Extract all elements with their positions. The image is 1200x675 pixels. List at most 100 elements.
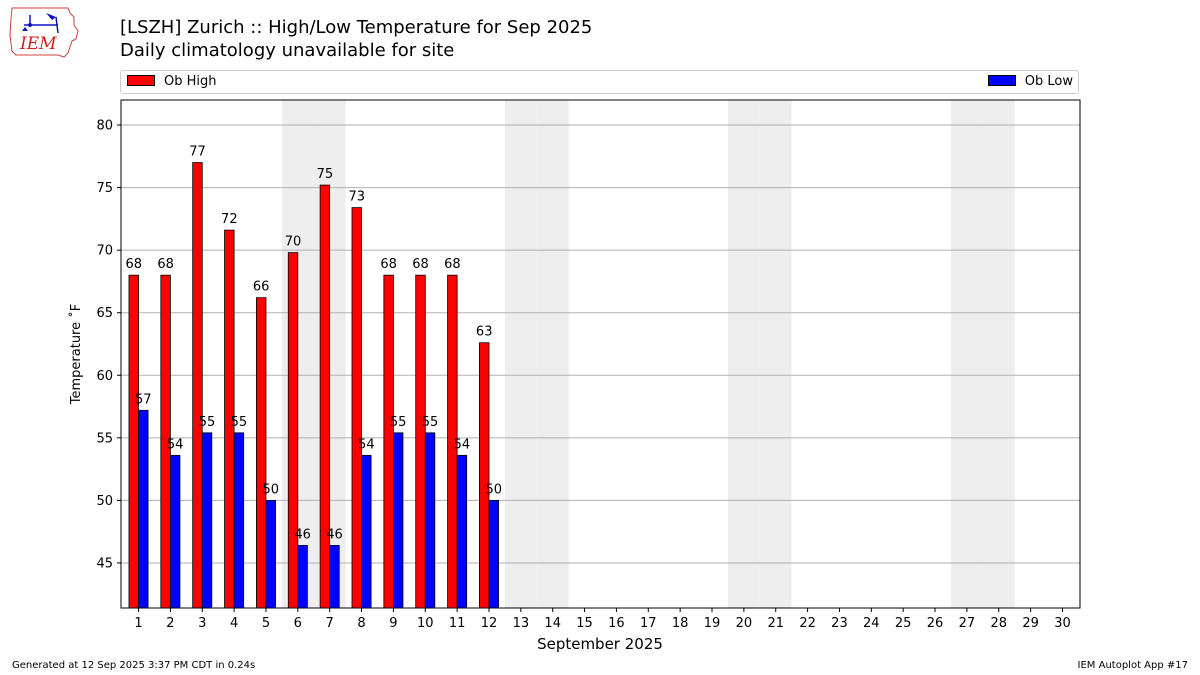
iem-logo: IEM: [8, 5, 80, 59]
x-tick-label-24: 24: [863, 616, 880, 631]
bar-low-10: [424, 432, 436, 609]
weekend-band-27: [950, 100, 983, 608]
y-tick-label-60: 60: [96, 369, 113, 384]
x-tick-label-13: 13: [513, 616, 530, 631]
y-axis-label: Temperature ˚F: [68, 304, 84, 405]
legend: Ob High Ob Low: [120, 70, 1079, 94]
bar-high-1: [128, 274, 139, 609]
weekend-band-13: [504, 100, 537, 608]
bars: [128, 162, 499, 609]
bar-low-5: [265, 499, 276, 609]
data-label-low-3: 55: [199, 415, 216, 430]
bar-high-9: [383, 274, 394, 609]
bar-low-2: [169, 454, 181, 609]
bar-low-4: [233, 432, 245, 609]
bar-low-3: [201, 432, 213, 609]
legend-item-low: Ob Low: [987, 74, 1073, 90]
x-tick-label-6: 6: [294, 616, 302, 631]
data-label-low-7: 46: [326, 527, 343, 542]
data-label-high-4: 72: [221, 212, 238, 227]
data-label-low-2: 54: [167, 437, 184, 452]
bar-low-7: [329, 545, 340, 609]
x-tick-label-28: 28: [990, 616, 1007, 631]
x-tick-label-27: 27: [959, 616, 976, 631]
bar-high-12: [479, 342, 490, 609]
generated-timestamp: Generated at 12 Sep 2025 3:37 PM CDT in …: [12, 660, 256, 671]
bar-high-8: [351, 207, 362, 609]
x-tick-label-3: 3: [198, 616, 206, 631]
y-tick-label-45: 45: [96, 556, 113, 571]
svg-text:IEM: IEM: [19, 34, 57, 54]
x-tick-label-10: 10: [417, 616, 434, 631]
data-label-low-9: 55: [390, 415, 407, 430]
app-credit: IEM Autoplot App #17: [1077, 660, 1188, 671]
legend-item-high: Ob High: [127, 74, 217, 90]
x-tick-label-25: 25: [895, 616, 912, 631]
x-tick-label-4: 4: [230, 616, 238, 631]
data-label-low-4: 55: [231, 415, 248, 430]
y-tick-label-70: 70: [96, 244, 113, 259]
y-tick-label-80: 80: [96, 119, 113, 134]
weekend-band-21: [759, 100, 792, 608]
bar-high-3: [192, 162, 203, 609]
x-tick-label-8: 8: [357, 616, 365, 631]
data-label-high-10: 68: [412, 257, 429, 272]
x-axis-label: September 2025: [537, 635, 663, 653]
data-label-low-10: 55: [422, 415, 439, 430]
y-tick-label-65: 65: [96, 306, 113, 321]
legend-swatch-high: [127, 75, 155, 86]
data-label-high-5: 66: [253, 280, 270, 295]
bar-high-10: [415, 274, 426, 609]
bar-low-12: [488, 499, 499, 609]
bar-low-6: [297, 545, 308, 609]
legend-swatch-low: [987, 75, 1016, 86]
x-tick-label-9: 9: [389, 616, 397, 631]
legend-label-high: Ob High: [164, 74, 217, 89]
data-label-high-2: 68: [157, 257, 174, 272]
x-tick-label-26: 26: [927, 616, 944, 631]
weekend-band-20: [727, 100, 760, 608]
x-tick-label-29: 29: [1022, 616, 1039, 631]
bar-low-1: [138, 409, 149, 609]
chart-title: [LSZH] Zurich :: High/Low Temperature fo…: [120, 17, 593, 38]
data-label-high-11: 68: [444, 257, 461, 272]
data-label-low-12: 50: [485, 482, 502, 497]
data-label-high-8: 73: [348, 190, 365, 205]
plot-frame: [120, 99, 1081, 609]
x-tick-label-22: 22: [799, 616, 816, 631]
gridlines: [121, 124, 1080, 564]
x-tick-label-11: 11: [449, 616, 466, 631]
bar-high-6: [287, 252, 299, 609]
data-label-high-1: 68: [125, 257, 142, 272]
x-tick-label-15: 15: [576, 616, 593, 631]
x-tick-label-1: 1: [134, 616, 142, 631]
y-tick-label-75: 75: [96, 181, 113, 196]
data-label-low-6: 46: [294, 527, 311, 542]
data-label-low-11: 54: [454, 437, 471, 452]
bar-low-11: [456, 454, 468, 609]
x-tick-label-19: 19: [704, 616, 721, 631]
data-label-high-3: 77: [189, 145, 206, 160]
legend-label-low: Ob Low: [1024, 74, 1073, 89]
bar-labels: 68 68 77 72 66 70 75 73 68 68 68 63 57 54 55 55 50 46 46 54…: [125, 145, 502, 543]
bar-high-5: [256, 297, 267, 609]
data-label-low-1: 57: [135, 392, 152, 407]
bar-low-9: [393, 432, 404, 609]
x-tick-label-20: 20: [736, 616, 753, 631]
chart-subtitle: Daily climatology unavailable for site: [120, 40, 455, 61]
x-tick-label-7: 7: [326, 616, 334, 631]
weekend-band-28: [982, 100, 1015, 608]
x-tick-label-21: 21: [767, 616, 784, 631]
y-tick-label-50: 50: [96, 494, 113, 509]
bar-high-7: [319, 184, 331, 609]
data-label-high-12: 63: [476, 325, 493, 340]
x-tick-label-5: 5: [262, 616, 270, 631]
x-tick-label-16: 16: [608, 616, 625, 631]
data-label-low-8: 54: [358, 437, 375, 452]
weekend-band-14: [536, 100, 569, 608]
data-label-low-5: 50: [262, 482, 279, 497]
data-label-high-6: 70: [285, 235, 302, 250]
x-tick-label-2: 2: [166, 616, 174, 631]
